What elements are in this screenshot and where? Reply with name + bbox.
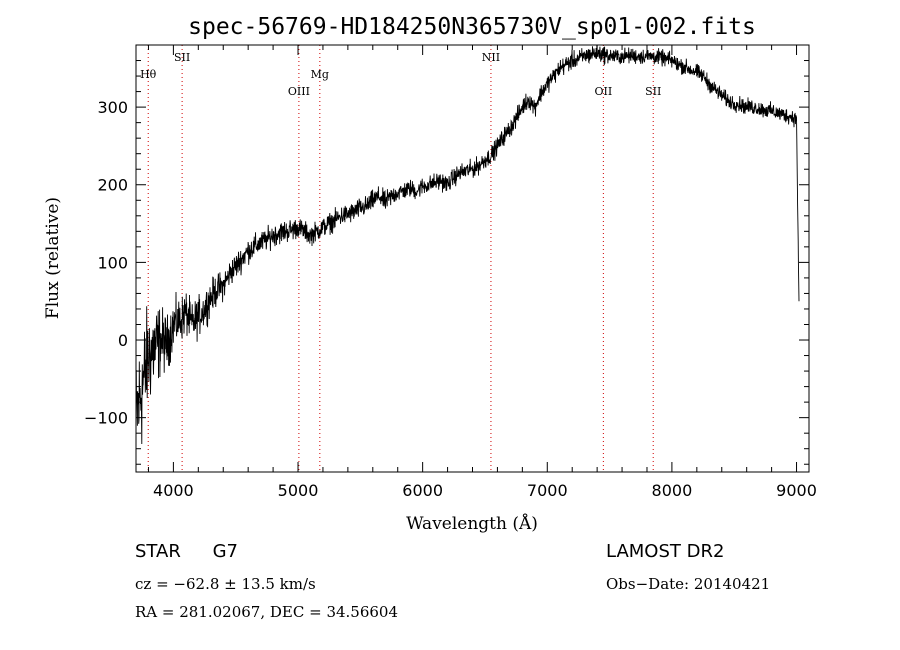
y-tick-label: 200 [97, 176, 128, 195]
x-tick-label: 8000 [652, 481, 693, 500]
survey-name: LAMOST DR2 [606, 541, 725, 562]
spectral-line-label: OII [595, 85, 613, 98]
redshift-velocity: cz = −62.8 ± 13.5 km/s [135, 575, 316, 593]
spectral-line-label: SII [645, 85, 661, 98]
x-tick-label: 6000 [402, 481, 443, 500]
spectrum-line [136, 45, 800, 445]
coordinates: RA = 281.02067, DEC = 34.56604 [135, 603, 399, 621]
spectral-line-label: OIII [288, 85, 310, 98]
chart-title: spec-56769-HD184250N365730V_sp01-002.fit… [188, 14, 756, 40]
observation-date: Obs−Date: 20140421 [606, 575, 771, 593]
x-tick-label: 4000 [153, 481, 194, 500]
y-tick-label: 0 [118, 331, 128, 350]
x-axis-label: Wavelength (Å) [406, 513, 538, 534]
y-tick-label: −100 [84, 409, 128, 428]
spectral-line-label: Hθ [140, 68, 157, 81]
spectral-line-label: Mg [311, 68, 329, 81]
y-tick-label: 300 [97, 98, 128, 117]
y-axis-label: Flux (relative) [43, 197, 63, 319]
spectral-line-label: NII [482, 51, 500, 64]
x-tick-label: 9000 [776, 481, 817, 500]
spectral-line-label: SII [174, 51, 190, 64]
object-class: STAR G7 [135, 541, 238, 562]
y-tick-label: 100 [97, 253, 128, 272]
object-class-label: STAR [135, 541, 181, 562]
x-tick-label: 7000 [527, 481, 568, 500]
x-tick-label: 5000 [278, 481, 319, 500]
object-subclass: G7 [212, 541, 238, 562]
